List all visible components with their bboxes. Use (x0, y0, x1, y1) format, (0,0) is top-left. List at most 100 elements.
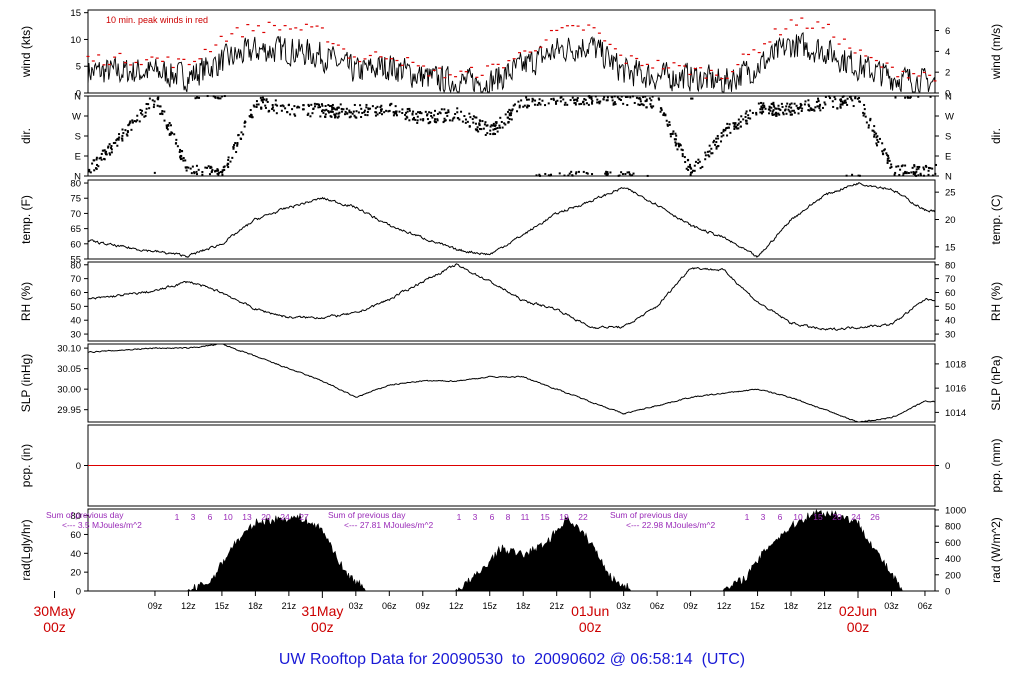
dir-point (153, 100, 156, 103)
dir-point (395, 110, 398, 113)
tick-label-left: 30 (70, 330, 81, 341)
tick-label-left: 75 (70, 194, 81, 205)
dir-point (596, 101, 599, 104)
dir-point (490, 124, 493, 127)
dir-point (156, 104, 159, 107)
dir-point (204, 166, 207, 169)
dir-point (779, 109, 782, 112)
dir-point (831, 100, 834, 103)
dir-point (638, 97, 641, 100)
dir-point (539, 103, 542, 106)
dir-point (416, 121, 419, 124)
day-label-top: 01Jun (571, 603, 609, 619)
dir-point (525, 98, 528, 101)
peak-wind-mark (768, 41, 772, 43)
dir-point (708, 144, 711, 147)
dir-point (331, 103, 334, 106)
dir-point (338, 111, 341, 114)
dir-point (464, 118, 467, 121)
dir-point (568, 172, 571, 175)
dir-point (458, 118, 461, 121)
dir-point (666, 124, 669, 127)
dir-point (447, 111, 450, 114)
dir-point (850, 97, 853, 100)
dir-point (747, 114, 750, 117)
peak-wind-mark (193, 60, 197, 63)
dir-point (626, 171, 629, 174)
dir-point (186, 166, 189, 169)
dir-point (775, 107, 778, 110)
dir-point (807, 109, 810, 112)
dir-point (207, 165, 210, 168)
dir-point (583, 103, 586, 106)
rad-hour-mark: 24 (280, 512, 290, 522)
dir-point (834, 98, 837, 101)
dir-point (280, 109, 283, 112)
dir-point (916, 165, 919, 168)
tick-label-right: 30 (945, 330, 956, 341)
dir-point (907, 96, 910, 99)
dir-point (691, 97, 694, 100)
dir-point (380, 104, 383, 107)
rad-hour-mark: 19 (559, 512, 569, 522)
dir-point (206, 166, 209, 169)
dir-point (917, 174, 920, 177)
dir-point (474, 116, 477, 119)
dir-point (659, 107, 662, 110)
dir-point (118, 133, 121, 136)
dir-point (613, 95, 616, 98)
x-tick-label: 15z (750, 601, 765, 611)
tick-label-right: 1014 (945, 408, 966, 419)
dir-point (902, 172, 905, 175)
dir-point (446, 114, 449, 117)
peak-wind-mark (651, 67, 655, 69)
dir-point (329, 110, 332, 113)
dir-point (706, 150, 709, 153)
dir-point (539, 174, 542, 177)
dir-point (858, 100, 861, 103)
dir-point (815, 100, 818, 103)
dir-point (612, 103, 615, 106)
dir-point (722, 130, 725, 133)
dir-point (239, 137, 242, 140)
dir-point (650, 99, 653, 102)
peak-wind-mark (411, 61, 415, 63)
dir-point (704, 154, 707, 157)
dir-point (320, 103, 323, 106)
dir-point (927, 166, 930, 169)
wind-series-line (87, 32, 936, 94)
dir-point (212, 95, 215, 98)
dir-point (814, 106, 817, 109)
dir-point (550, 173, 553, 176)
dir-point (165, 125, 168, 128)
dir-point (147, 103, 150, 106)
dir-point (108, 143, 111, 146)
rh-series-line (87, 263, 936, 331)
dir-point (736, 127, 739, 130)
dir-point (904, 164, 907, 167)
dir-point (526, 106, 529, 109)
dir-point (864, 115, 867, 118)
dir-point (190, 172, 193, 175)
dir-point (836, 107, 839, 110)
dir-point (95, 158, 98, 161)
dir-point (690, 97, 693, 100)
tick-label-left: N (74, 92, 81, 103)
dir-point (242, 133, 245, 136)
dir-point (869, 119, 872, 122)
x-tick-label: 18z (784, 601, 799, 611)
dir-point (876, 138, 879, 141)
peak-wind-mark (209, 51, 213, 53)
dir-point (374, 111, 377, 114)
dir-point (486, 132, 489, 135)
dir-point (839, 106, 842, 109)
dir-point (148, 97, 151, 100)
peak-wind-mark (555, 29, 559, 32)
dir-point (637, 103, 640, 106)
dir-point (873, 125, 876, 128)
dir-point (227, 156, 230, 159)
tick-label-left: 29.95 (57, 405, 81, 416)
dir-point (698, 160, 701, 163)
dir-point (244, 120, 247, 123)
